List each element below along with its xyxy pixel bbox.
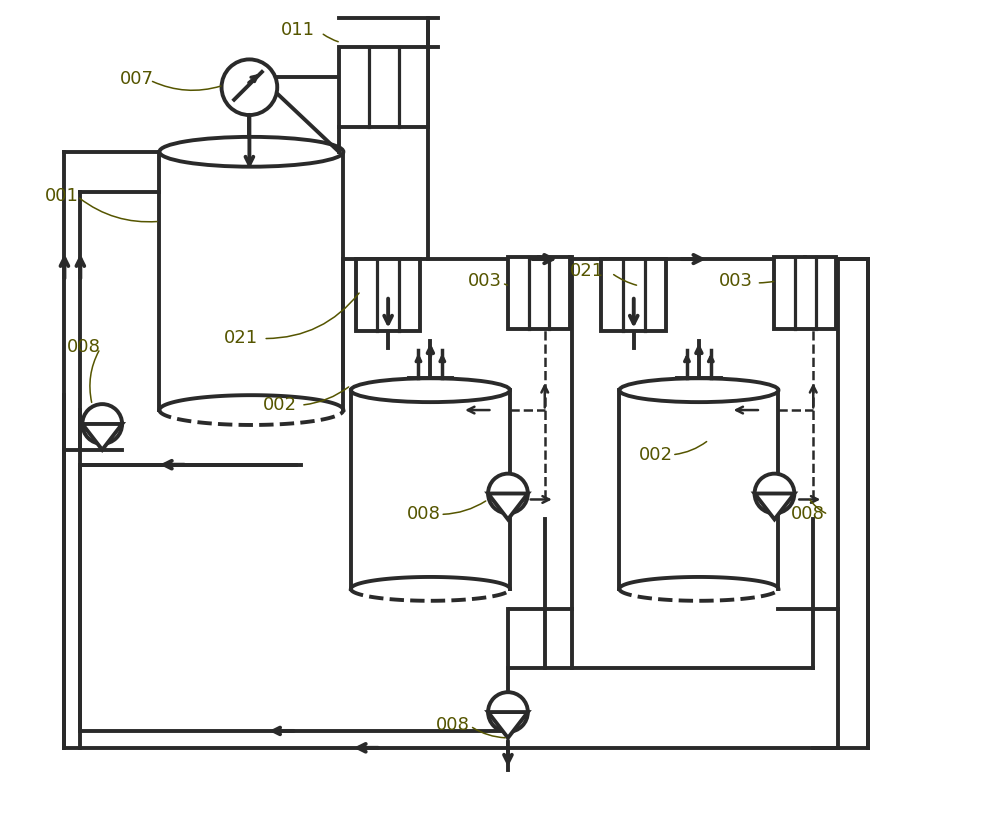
Text: 003: 003	[719, 272, 753, 290]
Circle shape	[222, 60, 277, 115]
Ellipse shape	[351, 378, 510, 402]
Polygon shape	[339, 48, 428, 127]
Polygon shape	[82, 424, 122, 449]
Text: 008: 008	[66, 339, 100, 356]
Text: 008: 008	[790, 506, 824, 523]
Text: 008: 008	[436, 716, 470, 734]
Text: 021: 021	[224, 328, 258, 347]
Text: 001: 001	[45, 187, 78, 206]
Text: 003: 003	[468, 272, 502, 290]
Circle shape	[82, 404, 122, 444]
Circle shape	[755, 474, 794, 513]
Polygon shape	[356, 259, 420, 331]
Text: 008: 008	[407, 506, 440, 523]
Polygon shape	[755, 494, 794, 519]
Text: 021: 021	[570, 262, 604, 280]
Text: 007: 007	[120, 71, 154, 88]
Polygon shape	[508, 257, 570, 328]
Circle shape	[488, 692, 528, 732]
Polygon shape	[774, 257, 836, 328]
Polygon shape	[488, 494, 528, 519]
Text: 002: 002	[639, 446, 673, 464]
Text: 002: 002	[263, 396, 297, 414]
Polygon shape	[601, 259, 666, 331]
Text: 011: 011	[281, 20, 315, 39]
Polygon shape	[488, 712, 528, 738]
Circle shape	[488, 474, 528, 513]
Ellipse shape	[619, 378, 778, 402]
Ellipse shape	[159, 137, 343, 166]
